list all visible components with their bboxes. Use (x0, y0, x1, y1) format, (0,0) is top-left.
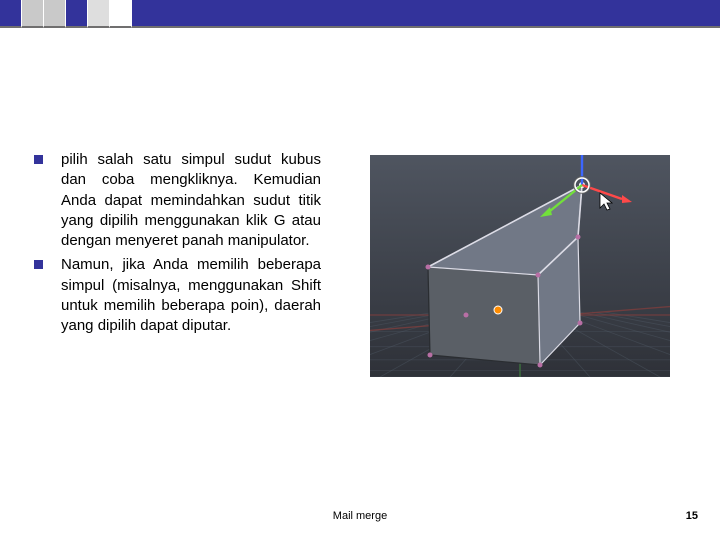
text-column: pilih salah satu simpul sudut kubus dan … (20, 150, 350, 377)
deco-cell (66, 0, 88, 28)
slide-body: pilih salah satu simpul sudut kubus dan … (20, 150, 700, 377)
bullet-icon (34, 260, 43, 269)
list-item: Namun, jika Anda memilih beberapa simpul… (20, 255, 350, 336)
deco-cell (22, 0, 44, 28)
deco-cell (132, 0, 720, 28)
list-item: pilih salah satu simpul sudut kubus dan … (20, 150, 350, 251)
bullet-icon (34, 155, 43, 164)
deco-cell (88, 0, 110, 28)
bullet-text: pilih salah satu simpul sudut kubus dan … (61, 150, 321, 251)
deco-cell (110, 0, 132, 28)
bullet-text: Namun, jika Anda memilih beberapa simpul… (61, 255, 321, 336)
deco-cell (0, 0, 22, 28)
page-number: 15 (686, 510, 698, 522)
viewport-screenshot (370, 155, 670, 377)
deco-cell (44, 0, 66, 28)
footer-text: Mail merge (0, 510, 720, 522)
slide-decoration (0, 0, 720, 28)
